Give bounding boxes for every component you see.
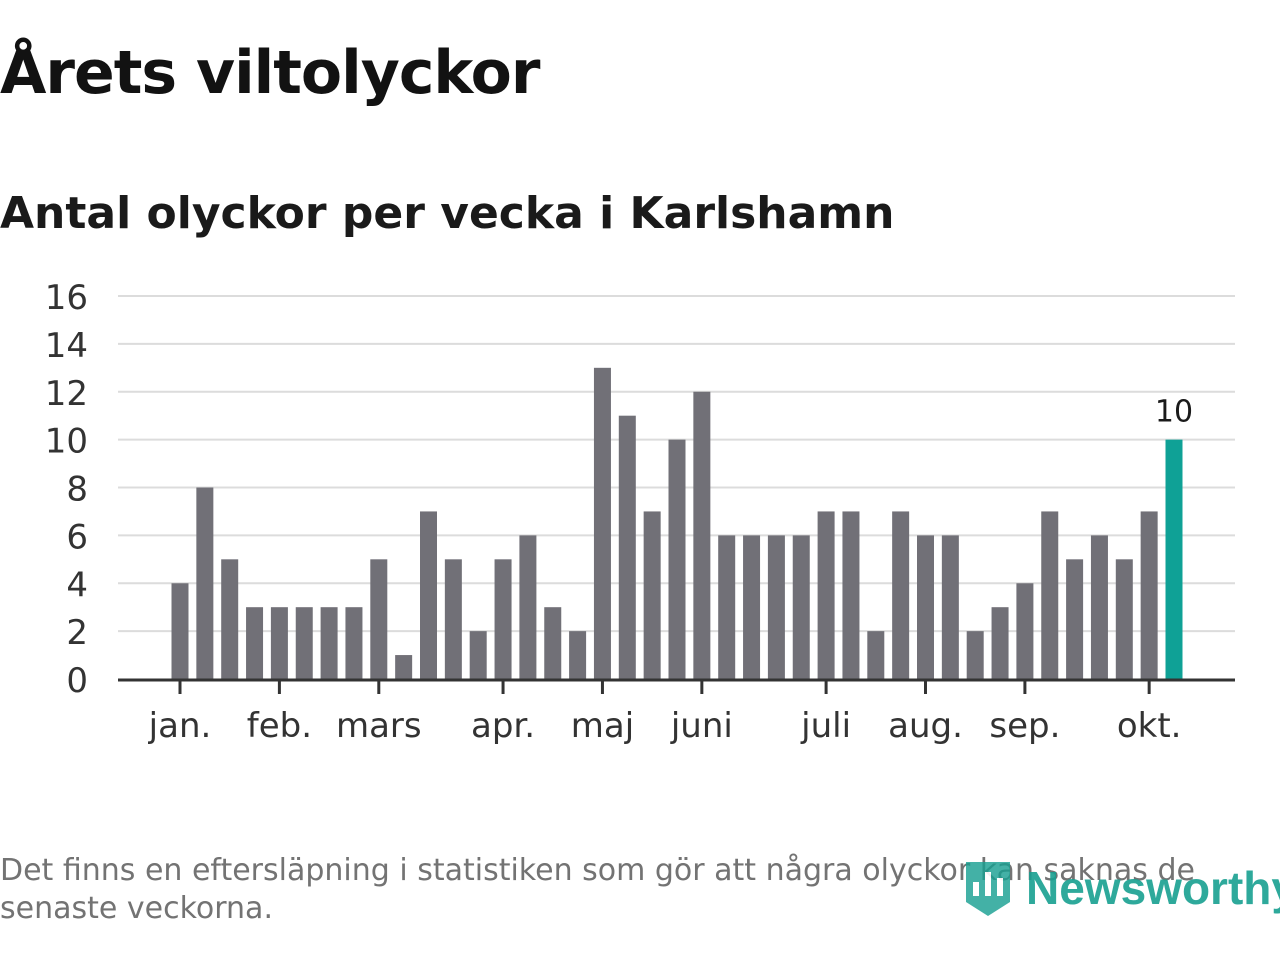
y-tick-label: 12: [45, 374, 88, 414]
bar: [693, 391, 711, 679]
bar: [668, 439, 686, 679]
bar: [270, 607, 288, 679]
newsworthy-logo[interactable]: Newsworthy: [962, 856, 1280, 920]
bar: [569, 631, 587, 679]
bar: [1066, 559, 1084, 679]
bar: [966, 631, 984, 679]
bar: [221, 559, 239, 679]
chart-subtitle: Antal olyckor per vecka i Karlshamn: [0, 188, 895, 239]
logo-text: Newsworthy: [1026, 862, 1280, 914]
y-tick-label: 14: [45, 326, 88, 366]
bar: [767, 535, 785, 679]
bar: [718, 535, 736, 679]
bar: [1090, 535, 1108, 679]
y-tick-label: 8: [66, 470, 88, 510]
data-labels: 10: [1152, 392, 1196, 433]
bar: [842, 511, 860, 679]
y-tick-label: 10: [45, 422, 88, 462]
bar: [892, 511, 910, 679]
bar: [1140, 511, 1158, 679]
bar: [941, 535, 959, 679]
bar-chart-icon: [966, 862, 1010, 916]
y-tick-label: 6: [66, 517, 88, 557]
bar: [420, 511, 437, 679]
bar: [246, 607, 264, 679]
x-tick-label: juni: [670, 706, 733, 746]
bar: [593, 367, 611, 679]
bar: [444, 559, 462, 679]
bar-highlight: [1165, 439, 1183, 679]
bar-series: [171, 367, 1183, 679]
bar: [643, 511, 661, 679]
bar: [544, 607, 562, 679]
x-tick-label: maj: [571, 706, 634, 746]
bar: [1115, 559, 1133, 679]
bar: [345, 607, 363, 679]
bar: [519, 535, 537, 679]
bar: [295, 607, 313, 679]
x-tick-label: aug.: [888, 706, 963, 746]
bar: [320, 607, 338, 679]
bar: [743, 535, 761, 679]
bar: [196, 487, 214, 679]
bar: [1016, 583, 1034, 679]
x-tick-label: okt.: [1117, 706, 1182, 746]
y-tick-label: 16: [45, 278, 88, 318]
y-tick-label: 4: [66, 565, 88, 605]
bar: [917, 535, 934, 679]
x-tick-label: apr.: [471, 706, 535, 746]
y-axis: 0 2 4 6 8 10 12 14 16: [45, 278, 88, 701]
bar: [991, 607, 1009, 679]
bar: [395, 655, 413, 679]
data-label-latest: 10: [1155, 395, 1193, 430]
bar: [618, 415, 636, 679]
weekly-accidents-bar-chart: 0 2 4 6 8 10 12 14 16 jan. feb. mars apr. maj juni jul…: [45, 278, 1235, 746]
bar: [1041, 511, 1059, 679]
x-tick-label: sep.: [989, 706, 1060, 746]
x-tick-label: feb.: [247, 706, 312, 746]
x-tick-label: jan.: [148, 706, 212, 746]
bar: [469, 631, 487, 679]
bar: [817, 511, 835, 679]
x-axis: jan. feb. mars apr. maj juni juli aug. sep. okt.: [148, 680, 1182, 746]
bar: [494, 559, 512, 679]
bar: [370, 559, 388, 679]
bar: [171, 583, 189, 679]
y-tick-label: 0: [66, 661, 88, 701]
y-tick-label: 2: [66, 613, 88, 653]
bar: [792, 535, 810, 679]
x-tick-label: juli: [800, 706, 851, 746]
x-tick-label: mars: [336, 706, 422, 746]
chart-title: Årets viltolyckor: [0, 38, 540, 108]
bar: [867, 631, 885, 679]
